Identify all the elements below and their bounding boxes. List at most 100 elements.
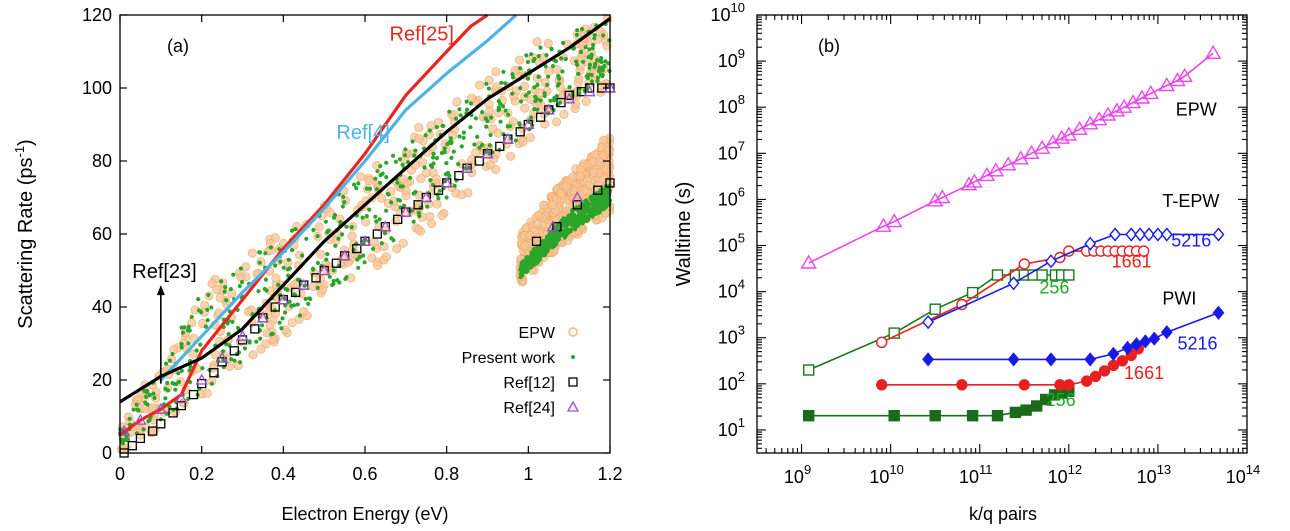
point-epw bbox=[1142, 85, 1160, 100]
point-pwi-256 bbox=[929, 410, 941, 422]
point-epw bbox=[934, 189, 951, 204]
present-work-point bbox=[385, 191, 390, 196]
b-y-tick-exponent: 1 bbox=[738, 415, 745, 430]
a-x-axis-label: Electron Energy (eV) bbox=[281, 504, 448, 524]
present-work-point bbox=[257, 260, 262, 265]
present-work-point bbox=[550, 243, 555, 248]
legend-label: Ref[12] bbox=[503, 375, 555, 392]
b-text-labels: EPW T-EPW 5216 1661 256 PWI 5216 1661 256 bbox=[1039, 100, 1219, 410]
present-work-point bbox=[561, 40, 566, 46]
present-work-point bbox=[336, 236, 341, 241]
legend-marker-circle bbox=[568, 327, 578, 337]
epw-point bbox=[488, 124, 498, 134]
present-work-point bbox=[524, 260, 530, 265]
present-work-point bbox=[597, 65, 602, 70]
present-work-point bbox=[232, 358, 237, 363]
present-work-point bbox=[452, 183, 457, 188]
epw-point bbox=[265, 320, 275, 330]
present-work-point bbox=[574, 59, 579, 64]
ref12-point bbox=[495, 141, 505, 152]
ref12-point bbox=[331, 258, 342, 268]
present-work-point bbox=[603, 59, 608, 64]
present-work-point bbox=[146, 419, 151, 424]
present-work-point bbox=[280, 316, 285, 321]
ref12-point bbox=[454, 170, 464, 181]
epw-point bbox=[506, 151, 516, 161]
present-work-point bbox=[582, 217, 588, 222]
present-work-point bbox=[434, 125, 439, 130]
present-work-point bbox=[513, 138, 518, 143]
point-pwi-1661 bbox=[1116, 355, 1129, 367]
point-pwi-1661 bbox=[1018, 379, 1031, 391]
epw-point bbox=[588, 157, 598, 167]
b-y-tick-exponent: 5 bbox=[738, 231, 745, 246]
ref24-point bbox=[117, 424, 131, 436]
epw-point bbox=[377, 193, 387, 203]
present-work-point bbox=[524, 255, 529, 260]
a-y-tick-label: 20 bbox=[92, 370, 112, 390]
present-work-point bbox=[242, 346, 247, 351]
epw-point bbox=[427, 219, 437, 229]
epw-point bbox=[314, 222, 324, 232]
present-work-point bbox=[487, 143, 492, 148]
epw-point bbox=[475, 80, 485, 90]
present-work-point bbox=[497, 106, 502, 112]
ref24-point bbox=[440, 176, 453, 188]
epw-point bbox=[581, 97, 591, 107]
present-work-point bbox=[303, 296, 308, 301]
a-y-tick-label: 0 bbox=[102, 443, 112, 463]
present-work-point bbox=[377, 217, 382, 222]
present-work-point bbox=[302, 283, 307, 288]
present-work-point bbox=[519, 267, 524, 273]
present-work-point bbox=[402, 153, 408, 158]
present-work-point bbox=[575, 62, 580, 67]
ref12-point bbox=[564, 90, 574, 100]
epw-point bbox=[398, 174, 408, 184]
present-work-point bbox=[390, 153, 396, 158]
present-work-point bbox=[237, 360, 243, 365]
present-work-point bbox=[163, 396, 168, 401]
present-work-point bbox=[544, 53, 549, 58]
present-work-point bbox=[567, 85, 572, 90]
present-work-point bbox=[538, 98, 543, 103]
b-panel-label: (b) bbox=[818, 36, 840, 56]
a-y-tick-label: 60 bbox=[92, 224, 112, 244]
point-pwi-5216 bbox=[1212, 305, 1225, 320]
present-work-point bbox=[203, 324, 208, 329]
ref24-point bbox=[542, 103, 555, 115]
epw-point bbox=[235, 337, 245, 347]
epw-point bbox=[559, 109, 569, 119]
present-work-point bbox=[297, 313, 303, 318]
present-work-point bbox=[434, 156, 439, 161]
present-work-point bbox=[599, 56, 604, 61]
ref12-point bbox=[515, 127, 525, 137]
ref12-point bbox=[148, 426, 158, 436]
epw-point bbox=[467, 155, 477, 165]
ref24-point bbox=[379, 220, 392, 232]
present-work-point bbox=[571, 46, 576, 51]
ref12-point bbox=[393, 214, 403, 225]
present-work-point bbox=[532, 85, 537, 90]
point-t-epw-256 bbox=[991, 269, 1004, 281]
present-work-point bbox=[206, 292, 211, 298]
present-work-point bbox=[528, 265, 533, 270]
present-work-point bbox=[444, 161, 449, 166]
present-work-point bbox=[151, 391, 156, 396]
epw-point bbox=[299, 307, 309, 317]
present-work-point bbox=[607, 38, 612, 43]
present-work-point bbox=[179, 345, 184, 350]
a-y-tick-label: 100 bbox=[82, 78, 112, 98]
a-x-tick-label: 0.4 bbox=[271, 464, 296, 484]
present-work-point bbox=[577, 91, 582, 96]
present-work-point bbox=[411, 219, 416, 224]
point-t-epw-5216 bbox=[1109, 227, 1122, 242]
present-work-point bbox=[554, 232, 560, 237]
point-t-epw-5216 bbox=[1125, 227, 1138, 242]
present-work-point bbox=[531, 58, 536, 64]
present-work-point bbox=[447, 173, 452, 178]
ref12-point bbox=[168, 408, 178, 418]
present-work-point bbox=[517, 121, 522, 126]
present-work-point bbox=[442, 146, 447, 151]
ref24-point bbox=[481, 147, 494, 159]
point-pwi-5216 bbox=[1121, 340, 1134, 355]
